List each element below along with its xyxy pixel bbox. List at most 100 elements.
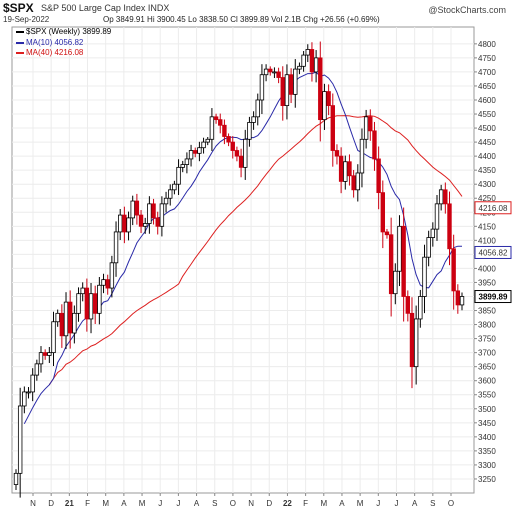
candle-body: [293, 68, 298, 95]
candle: [351, 169, 356, 198]
candle-body: [130, 200, 135, 219]
candle: [259, 64, 265, 115]
candle: [84, 278, 90, 332]
candle-body: [368, 116, 373, 132]
x-tick-label: D: [266, 499, 272, 508]
candle-body: [38, 352, 44, 365]
candle-body: [63, 301, 69, 337]
candle: [413, 305, 419, 385]
candle: [30, 368, 35, 402]
candle-body: [305, 49, 310, 56]
candle-body: [105, 279, 110, 289]
candle: [72, 305, 77, 344]
candle: [76, 287, 81, 322]
y-tick-label: 4250: [478, 194, 496, 203]
y-tick-label: 4300: [478, 180, 496, 189]
candle: [434, 195, 440, 241]
candle-body: [118, 214, 123, 233]
x-tick-label: A: [339, 499, 345, 508]
candle-body: [209, 116, 215, 140]
candle-body: [147, 203, 152, 224]
candle: [247, 116, 252, 147]
y-tick-label: 3550: [478, 391, 496, 400]
candle-body: [318, 57, 323, 121]
price-tag-label: 4216.08: [479, 204, 508, 213]
candle-body: [413, 318, 419, 368]
x-tick-label: J: [176, 499, 180, 508]
candle-body: [347, 161, 352, 177]
candle-body: [193, 150, 198, 154]
candle: [388, 217, 394, 317]
candle-body: [176, 166, 181, 185]
candle-body: [338, 155, 344, 182]
candle: [438, 184, 444, 211]
candle: [17, 387, 23, 498]
candle-body: [76, 293, 81, 314]
candle: [263, 64, 269, 82]
candle-body: [313, 57, 319, 73]
candle-body: [59, 312, 65, 337]
candle: [301, 51, 306, 72]
x-tick-label: A: [412, 499, 418, 508]
candle-body: [188, 150, 194, 160]
candle-body: [26, 391, 31, 394]
y-tick-label: 3350: [478, 447, 496, 456]
candle: [147, 196, 152, 234]
y-tick-label: 3500: [478, 405, 496, 414]
candle-body: [334, 150, 340, 157]
candle: [230, 136, 235, 159]
y-tick-label: 4750: [478, 54, 496, 63]
candle: [255, 93, 260, 126]
candle-body: [459, 296, 465, 306]
ticker-symbol: $SPX: [3, 1, 34, 15]
candle: [172, 180, 177, 195]
x-tick-label: A: [121, 499, 127, 508]
legend-ma40: MA(40) 4216.08: [16, 48, 83, 57]
candle-body: [326, 91, 331, 107]
candle-body: [138, 214, 144, 227]
y-tick-label: 4100: [478, 236, 496, 245]
candle-body: [288, 74, 294, 95]
candle-body: [255, 99, 260, 118]
ohlc-summary: Op 3849.91 Hi 3900.45 Lo 3838.50 Cl 3899…: [103, 15, 380, 24]
y-tick-label: 3650: [478, 363, 496, 372]
candle-body: [34, 363, 40, 376]
price-tag-label: 4056.82: [479, 248, 508, 257]
candle: [309, 42, 315, 82]
candle: [126, 211, 131, 241]
candle: [163, 191, 169, 213]
candle: [409, 297, 415, 389]
candle: [130, 195, 135, 226]
y-tick-label: 4650: [478, 82, 496, 91]
candle-body: [272, 71, 277, 74]
legend-price-label: $SPX (Weekly) 3899.89: [26, 27, 112, 36]
x-tick-label: 21: [65, 499, 74, 508]
candle: [26, 387, 31, 399]
candle: [372, 121, 377, 171]
candle-body: [72, 312, 77, 334]
candle: [451, 234, 456, 310]
y-tick-label: 4700: [478, 68, 496, 77]
candle: [422, 244, 427, 314]
candle-body: [172, 183, 177, 191]
candle: [326, 84, 331, 116]
candle-body: [418, 296, 423, 320]
price-tag-label: 3899.89: [479, 293, 508, 302]
candle-body: [126, 217, 131, 233]
candle: [209, 108, 215, 151]
candle: [405, 290, 411, 322]
candle-body: [455, 290, 461, 306]
y-tick-label: 4400: [478, 152, 496, 161]
candle: [13, 469, 19, 490]
candle: [105, 274, 110, 295]
x-tick-label: S: [430, 499, 435, 508]
candle-body: [284, 74, 290, 107]
y-tick-label: 4800: [478, 40, 496, 49]
candle-body: [238, 155, 244, 168]
candle-body: [55, 312, 60, 323]
candle-body: [22, 391, 27, 407]
y-tick-label: 3800: [478, 321, 496, 330]
candle: [443, 182, 448, 214]
candle-body: [84, 287, 90, 320]
candle-body: [301, 54, 306, 67]
